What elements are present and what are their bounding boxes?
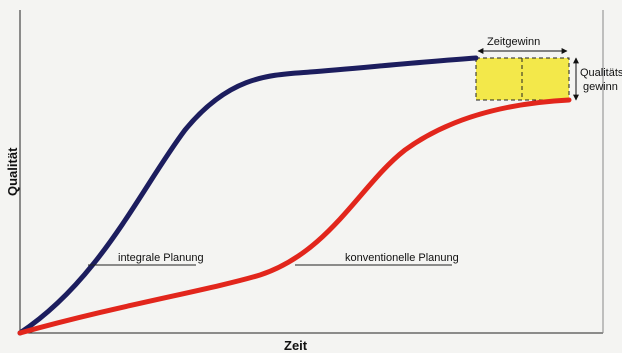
time-gain-label: Zeitgewinn [487, 36, 540, 48]
curve-konventionelle-planung [17, 97, 572, 336]
curve-integrale-planung [17, 55, 479, 336]
x-axis-label: Zeit [284, 338, 308, 353]
y-axis-label: Qualität [5, 147, 20, 196]
curve-label-integrale-planung: integrale Planung [118, 252, 204, 264]
quality-gain-label-1: Qualitäts- [580, 67, 622, 79]
quality-gain-label-2: gewinn [583, 81, 618, 93]
curve-label-konventionelle-planung: konventionelle Planung [345, 252, 459, 264]
